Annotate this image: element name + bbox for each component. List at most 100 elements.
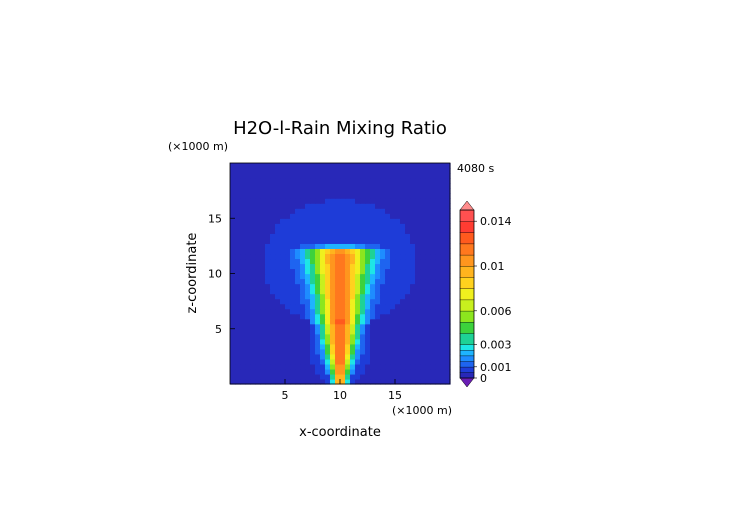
heatmap-cell [285,238,291,244]
heatmap-cell [240,228,246,234]
heatmap-cell [335,228,341,234]
heatmap-cell [320,288,326,295]
heatmap-cell [420,183,426,189]
heatmap-cell [345,368,351,375]
heatmap-cell [445,298,451,305]
heatmap-cell [230,363,236,370]
heatmap-cell [445,268,451,275]
heatmap-cell [275,273,281,280]
heatmap-cell [385,348,391,355]
colorbar-band [459,310,475,323]
heatmap-cell [355,188,361,194]
heatmap-cell [260,203,266,209]
heatmap-cell [240,223,246,229]
heatmap-cell [400,183,406,189]
heatmap-cell [285,308,291,315]
heatmap-cell [380,238,386,244]
heatmap-cell [335,188,341,194]
heatmap-cell [360,303,366,310]
heatmap-cell [280,173,286,179]
heatmap-cell [420,283,426,290]
colorbar-band [459,299,475,312]
heatmap-cell [350,278,356,285]
heatmap-cell [360,223,366,229]
heatmap-cell [305,208,311,214]
heatmap-cell [355,168,361,174]
heatmap-cell [265,263,271,270]
heatmap-cell [395,238,401,244]
heatmap-cell [315,318,321,325]
heatmap-cell [415,248,421,255]
heatmap-cell [305,178,311,184]
heatmap-cell [285,288,291,295]
heatmap-cell [395,198,401,204]
heatmap-cell [430,348,436,355]
heatmap-cell [275,318,281,325]
heatmap-cell [345,273,351,280]
heatmap-cell [365,218,371,224]
heatmap-cell [295,278,301,285]
heatmap-cell [285,163,291,169]
heatmap-cell [330,223,336,229]
heatmap-cell [365,278,371,285]
heatmap-cell [430,343,436,350]
heatmap-cell [375,318,381,325]
heatmap-cell [400,278,406,285]
heatmap-cell [340,368,346,375]
heatmap-cell [275,333,281,340]
heatmap-cell [350,193,356,199]
heatmap-cell [405,178,411,184]
heatmap-cell [385,323,391,330]
heatmap-cell [360,313,366,320]
heatmap-cell [440,183,446,189]
heatmap-cell [310,353,316,360]
heatmap-cell [375,248,381,255]
heatmap-cell [235,358,241,365]
heatmap-cell [375,218,381,224]
heatmap-cell [300,168,306,174]
heatmap-cell [445,223,451,229]
heatmap-cell [420,303,426,310]
heatmap-cell [355,353,361,360]
heatmap-cell [345,348,351,355]
heatmap-cell [275,233,281,239]
heatmap-cell [290,203,296,209]
heatmap-cell [280,238,286,244]
heatmap-cell [245,323,251,330]
heatmap-cell [270,353,276,360]
heatmap-cell [230,353,236,360]
heatmap-cell [435,338,441,345]
heatmap-cell [280,278,286,285]
heatmap-cell [325,293,331,300]
heatmap-cell [295,283,301,290]
heatmap-cell [265,163,271,169]
heatmap-cell [415,283,421,290]
heatmap-cell [345,378,351,385]
heatmap-cell [400,188,406,194]
heatmap-cell [395,373,401,380]
heatmap-cell [305,188,311,194]
heatmap-cell [285,298,291,305]
heatmap-cell [285,283,291,290]
heatmap-cell [305,253,311,260]
heatmap-cell [440,348,446,355]
heatmap-cell [320,348,326,355]
heatmap-cell [375,168,381,174]
heatmap-cell [440,253,446,260]
heatmap-cell [400,378,406,385]
heatmap-cell [350,228,356,234]
heatmap-cell [250,253,256,260]
heatmap-cell [260,343,266,350]
heatmap-cell [430,333,436,340]
heatmap-cell [300,243,306,249]
heatmap-cell [420,238,426,244]
heatmap-cell [315,193,321,199]
heatmap-cell [345,178,351,184]
heatmap-cell [410,228,416,234]
heatmap-cell [340,193,346,199]
heatmap-cell [405,343,411,350]
heatmap-cell [385,218,391,224]
heatmap-cell [285,233,291,239]
heatmap-cell [290,283,296,290]
heatmap-cell [340,198,346,204]
